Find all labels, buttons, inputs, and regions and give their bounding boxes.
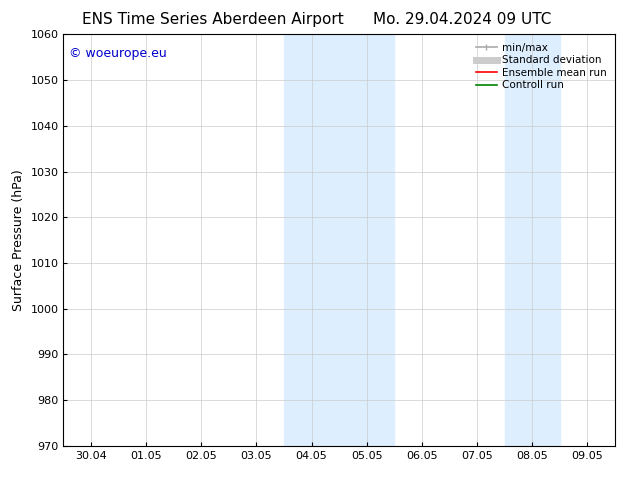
Legend: min/max, Standard deviation, Ensemble mean run, Controll run: min/max, Standard deviation, Ensemble me… bbox=[473, 40, 610, 94]
Text: © woeurope.eu: © woeurope.eu bbox=[69, 47, 167, 60]
Text: ENS Time Series Aberdeen Airport      Mo. 29.04.2024 09 UTC: ENS Time Series Aberdeen Airport Mo. 29.… bbox=[82, 12, 552, 27]
Bar bbox=[505, 34, 560, 446]
Bar bbox=[284, 34, 394, 446]
Y-axis label: Surface Pressure (hPa): Surface Pressure (hPa) bbox=[12, 169, 25, 311]
